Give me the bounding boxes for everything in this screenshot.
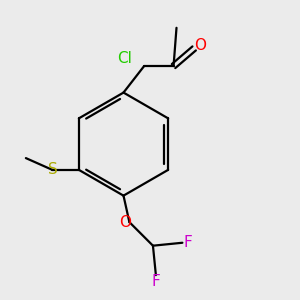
Text: O: O: [119, 214, 131, 230]
Text: F: F: [184, 235, 193, 250]
Text: Cl: Cl: [118, 51, 132, 66]
Text: F: F: [152, 274, 160, 289]
Text: O: O: [194, 38, 206, 53]
Text: S: S: [47, 162, 57, 177]
